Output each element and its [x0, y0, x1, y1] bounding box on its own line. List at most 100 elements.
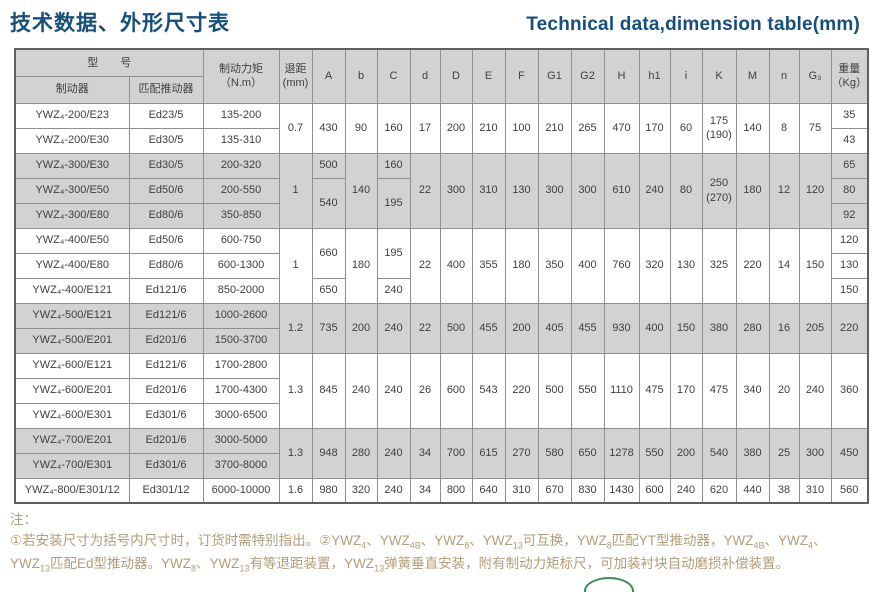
notes-segment: ①若安装尺寸为括号内尺寸时，订货时需特别指出。②YWZ	[10, 532, 362, 548]
table-cell: 580	[537, 427, 572, 479]
table-row: YWZ₄-300/E50 Ed50/6 200-550 540 195 80	[14, 177, 869, 229]
table-cell: 325	[701, 227, 737, 304]
table-cell: 22	[409, 227, 441, 304]
table-row: YWZ₄-200/E30 Ed30/5 135-310 43	[14, 127, 869, 154]
table-cell: 170	[669, 352, 703, 429]
table-cell: 600	[638, 477, 671, 504]
header-dim: A	[311, 48, 346, 104]
table-cell: YWZ₄-200/E23	[14, 102, 130, 129]
table-cell: 135-310	[202, 127, 280, 154]
header-dim: d	[409, 48, 441, 104]
table-cell: 660	[311, 227, 346, 279]
notes-segment: 匹配YT型推动器，YWZ	[611, 532, 754, 548]
table-cell: YWZ₄-400/E121	[14, 277, 130, 304]
table-cell: YWZ₄-600/E121	[14, 352, 130, 379]
table-cell: 240	[344, 352, 378, 429]
table-cell: 200-550	[202, 177, 280, 204]
table-cell: 1700-4300	[202, 377, 280, 404]
table-cell: 270	[504, 427, 539, 479]
table-cell: 300	[439, 152, 473, 229]
table-cell: 240	[376, 427, 411, 479]
notes-segment: 、YWZ	[366, 532, 410, 548]
table-cell: 150	[798, 227, 832, 304]
table-cell: Ed201/6	[128, 327, 204, 354]
header-thruster: 匹配推动器	[128, 75, 204, 104]
table-cell: 240	[638, 152, 671, 229]
table-cell: 540	[701, 427, 737, 479]
table-cell: 3700-8000	[202, 452, 280, 479]
table-cell: 310	[798, 477, 832, 504]
notes-subscript: 4B	[753, 540, 765, 551]
table-cell: Ed301/12	[128, 477, 204, 504]
table-cell: 130	[504, 152, 539, 229]
header-brake: 制动器	[14, 75, 130, 104]
table-cell: 100	[504, 102, 539, 154]
table-cell: YWZ₄-400/E50	[14, 227, 130, 254]
table-cell: 280	[344, 427, 378, 479]
table-cell: 17	[409, 102, 441, 154]
page-title-zh: 技术数据、外形尺寸表	[10, 12, 230, 35]
header-dim: D	[439, 48, 473, 104]
table-cell: 130	[830, 252, 869, 279]
notes-subscript: 8	[191, 563, 197, 574]
table-cell: YWZ₄-700/E301	[14, 452, 130, 479]
table-cell: 80	[830, 177, 869, 204]
header-dim: M	[735, 48, 770, 104]
title-bar: 技术数据、外形尺寸表 Technical data,dimension tabl…	[0, 0, 874, 37]
table-cell: 170	[638, 102, 671, 154]
table-cell: 380	[735, 427, 770, 479]
table-cell: 610	[603, 152, 640, 229]
table-cell: 1.2	[278, 302, 313, 354]
table-cell: YWZ₄-200/E30	[14, 127, 130, 154]
table-cell: 320	[638, 227, 671, 304]
table-cell: 220	[504, 352, 539, 429]
table-row: YWZ₄-300/E30 Ed30/5 200-320 1 500 140 160 22 300…	[14, 152, 869, 229]
table-cell: 34	[409, 427, 441, 479]
header-dim: n	[768, 48, 800, 104]
notes-segment: 、YWZ	[420, 532, 465, 548]
table-cell: 20	[768, 352, 800, 429]
table-cell: 620	[701, 477, 737, 504]
notes-segment: 有等退距装置，YWZ	[249, 555, 375, 571]
table-cell: YWZ₄-500/E201	[14, 327, 130, 354]
table-cell: YWZ₄-300/E30	[14, 152, 130, 179]
table-cell: 600-750	[202, 227, 280, 254]
table-cell: YWZ₄-500/E121	[14, 302, 130, 329]
table-cell: 80	[669, 152, 703, 229]
table-cell: 650	[570, 427, 605, 479]
table-cell: 1000-2600	[202, 302, 280, 329]
table-cell: 200	[504, 302, 539, 354]
table-cell: 8	[768, 102, 800, 154]
table-cell: 200	[344, 302, 378, 354]
table-cell: 180	[735, 152, 770, 229]
table-cell: 150	[830, 277, 869, 304]
table-cell: 355	[471, 227, 506, 304]
table-cell: Ed301/6	[128, 452, 204, 479]
table-cell: YWZ₄-800/E301/12	[14, 477, 130, 504]
notes-subscript: 8	[464, 540, 470, 551]
table-cell: 160	[376, 102, 411, 154]
table-cell: 35	[830, 102, 869, 129]
table-row: YWZ₄-600/E201 Ed201/6 1700-4300	[14, 377, 868, 404]
table-cell: 14	[768, 227, 800, 304]
table-cell: 240	[376, 352, 411, 429]
table-cell: 450	[830, 427, 869, 479]
table-cell: 150	[669, 302, 703, 354]
table-cell: 400	[439, 227, 473, 304]
table-cell: Ed121/6	[128, 302, 204, 329]
table-cell: Ed121/6	[128, 352, 204, 379]
table-cell: 22	[409, 302, 441, 354]
table-cell: Ed201/6	[128, 377, 204, 404]
table-row: YWZ₄-600/E301 Ed301/6 3000-6500	[14, 402, 868, 429]
table-cell: 500	[439, 302, 473, 354]
table-cell: 1110	[603, 352, 640, 429]
table-cell: 1.6	[278, 477, 313, 504]
table-cell: 60	[669, 102, 703, 154]
table-cell: 1700-2800	[202, 352, 280, 379]
table-cell: 75	[798, 102, 832, 154]
table-cell: Ed50/6	[128, 177, 204, 204]
table-cell: 760	[603, 227, 640, 304]
table-row: YWZ₄-500/E121 Ed121/6 1000-2600 1.2 735 200 24…	[14, 302, 869, 354]
